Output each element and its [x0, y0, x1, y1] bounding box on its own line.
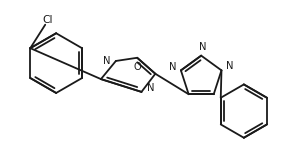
Text: N: N	[103, 56, 110, 66]
Text: N: N	[147, 83, 155, 93]
Text: Cl: Cl	[42, 16, 53, 25]
Text: N: N	[199, 42, 206, 52]
Text: N: N	[169, 62, 176, 72]
Text: N: N	[226, 61, 234, 71]
Text: O: O	[133, 62, 141, 72]
